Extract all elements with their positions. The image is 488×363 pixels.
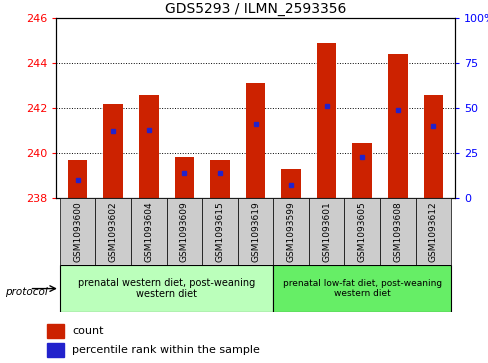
Bar — [60, 198, 95, 265]
Bar — [423, 94, 442, 198]
Bar — [47, 324, 64, 338]
Text: GSM1093602: GSM1093602 — [108, 201, 118, 262]
Bar — [273, 265, 450, 312]
Bar — [237, 198, 273, 265]
Bar — [273, 198, 308, 265]
Text: GSM1093605: GSM1093605 — [357, 201, 366, 262]
Bar — [415, 198, 450, 265]
Title: GDS5293 / ILMN_2593356: GDS5293 / ILMN_2593356 — [164, 2, 346, 16]
Text: GSM1093604: GSM1093604 — [144, 201, 153, 262]
Text: GSM1093609: GSM1093609 — [180, 201, 188, 262]
Bar — [95, 198, 131, 265]
Text: protocol: protocol — [5, 287, 47, 297]
Bar — [308, 198, 344, 265]
Text: count: count — [72, 326, 103, 336]
Bar — [245, 83, 265, 198]
Text: GSM1093619: GSM1093619 — [250, 201, 260, 262]
Text: GSM1093612: GSM1093612 — [428, 201, 437, 262]
Bar — [131, 198, 166, 265]
Text: prenatal western diet, post-weaning
western diet: prenatal western diet, post-weaning west… — [78, 278, 255, 299]
Text: GSM1093601: GSM1093601 — [322, 201, 330, 262]
Bar — [210, 160, 229, 198]
Bar — [281, 169, 300, 198]
Text: prenatal low-fat diet, post-weaning
western diet: prenatal low-fat diet, post-weaning west… — [282, 279, 441, 298]
Text: GSM1093600: GSM1093600 — [73, 201, 82, 262]
Bar — [379, 198, 415, 265]
Text: GSM1093615: GSM1093615 — [215, 201, 224, 262]
Bar — [387, 54, 407, 198]
Bar — [47, 343, 64, 357]
Text: percentile rank within the sample: percentile rank within the sample — [72, 345, 260, 355]
Text: GSM1093608: GSM1093608 — [392, 201, 402, 262]
Bar — [202, 198, 237, 265]
Bar — [166, 198, 202, 265]
Bar — [103, 103, 122, 198]
Bar — [174, 158, 194, 198]
Bar — [60, 265, 273, 312]
Bar — [344, 198, 379, 265]
Bar — [316, 43, 336, 198]
Bar — [139, 94, 158, 198]
Bar — [68, 160, 87, 198]
Bar — [352, 143, 371, 198]
Text: GSM1093599: GSM1093599 — [286, 201, 295, 262]
